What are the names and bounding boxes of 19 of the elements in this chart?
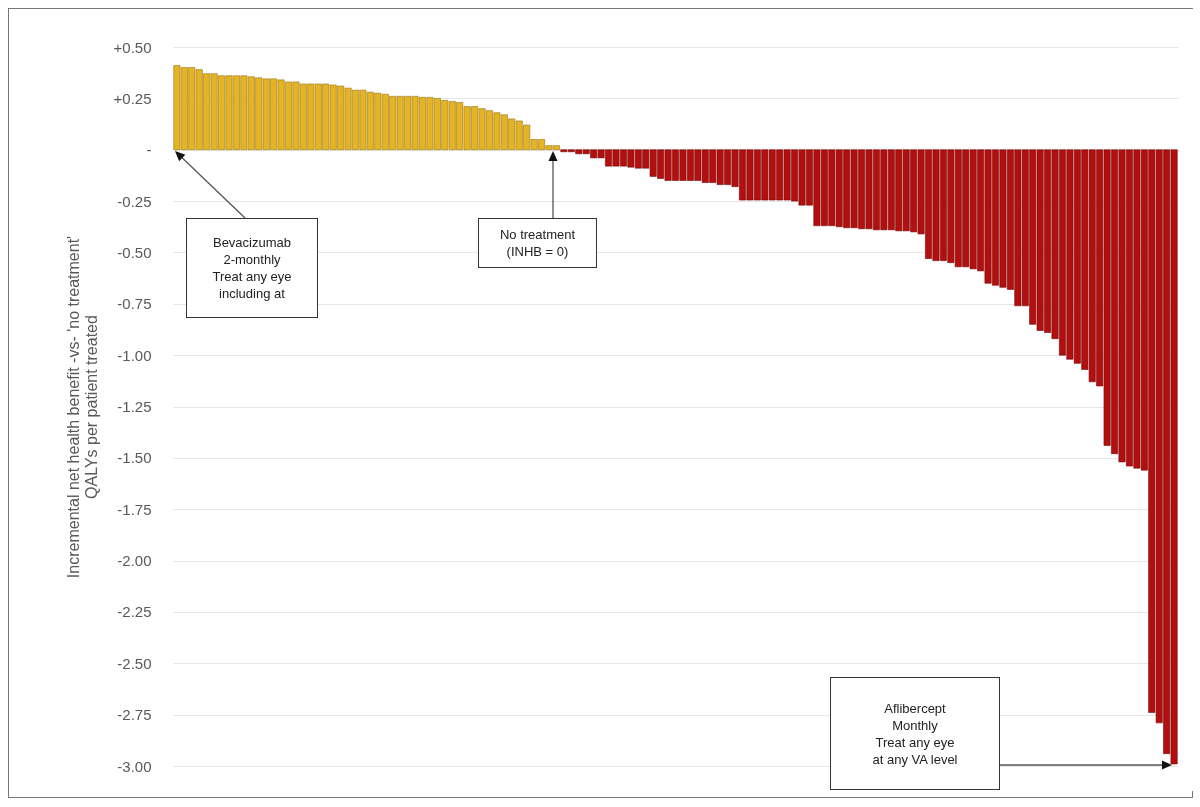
y-axis-title: Incremental net health benefit -vs- 'no treatment' QALYs per patient treated	[64, 235, 100, 579]
callout-box: No treatment (INHB = 0)	[478, 218, 597, 268]
y-tick-label: -0.75	[117, 295, 152, 313]
y-tick-label: +0.50	[113, 38, 152, 56]
y-tick-label: -2.50	[117, 654, 152, 672]
y-tick-label: -3.00	[117, 757, 152, 775]
callout-box: Bevacizumab 2-monthly Treat any eye including at	[186, 218, 318, 318]
y-tick-label: -0.50	[117, 243, 152, 261]
y-tick-label: -	[146, 141, 152, 159]
y-tick-label: -1.75	[117, 500, 152, 518]
y-tick-label: -1.50	[117, 449, 152, 467]
y-tick-label: -2.25	[117, 603, 152, 621]
y-tick-label: +0.25	[113, 89, 152, 107]
y-tick-label: -0.25	[117, 192, 152, 210]
callout-box: Aflibercept Monthly Treat any eye at any VA level	[830, 677, 1000, 790]
y-tick-label: -2.75	[117, 706, 152, 724]
y-tick-label: -2.00	[117, 552, 152, 570]
y-tick-label: -1.00	[117, 346, 152, 364]
y-tick-label: -1.25	[117, 398, 152, 415]
